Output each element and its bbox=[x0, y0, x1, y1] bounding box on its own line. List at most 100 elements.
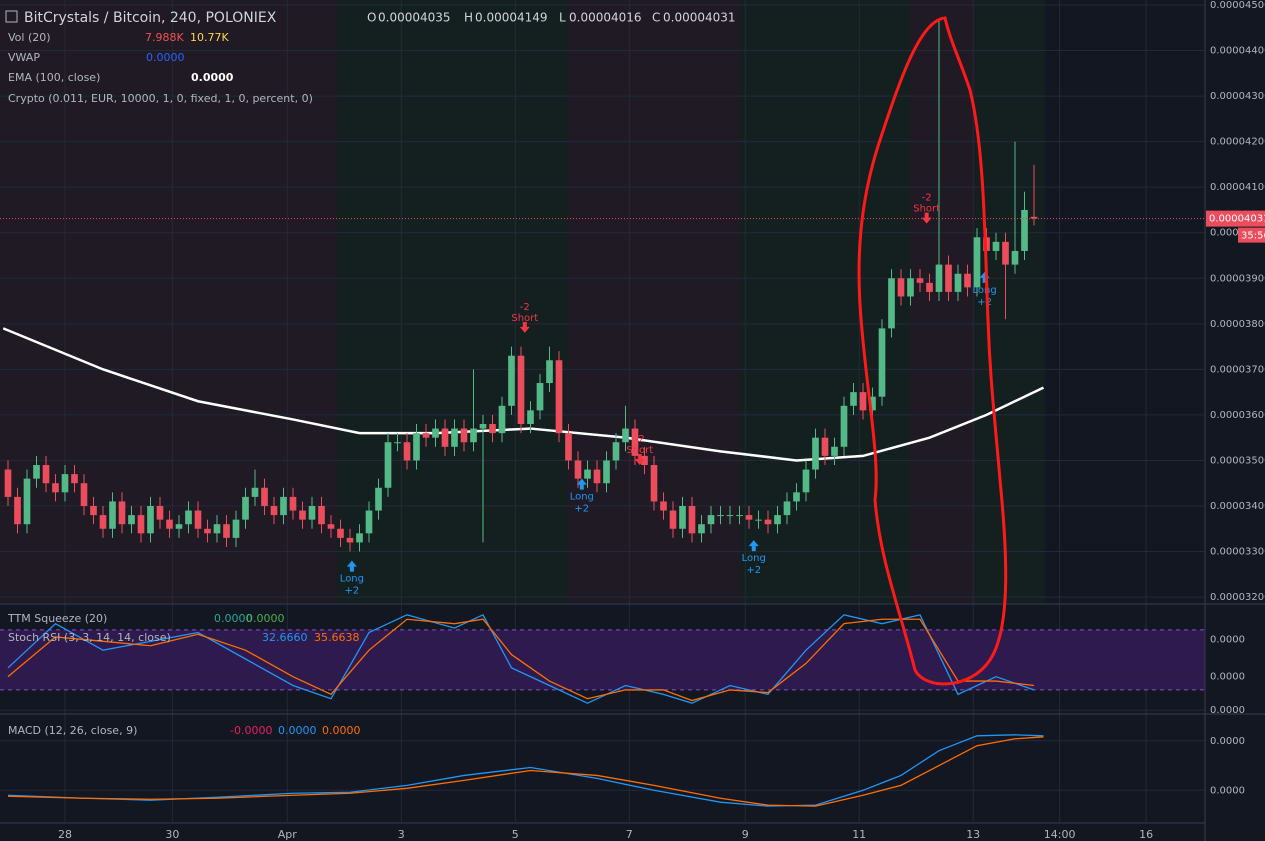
hand-drawn-highlight bbox=[857, 16, 1008, 686]
indicator-name: Crypto (0.011, EUR, 10000, 1, 0, fixed, … bbox=[8, 92, 313, 105]
candle-body bbox=[717, 515, 724, 517]
ohlc-key: H bbox=[464, 11, 473, 25]
y-tick-label: 0.00003600 bbox=[1210, 410, 1265, 421]
candle-body bbox=[137, 515, 145, 534]
signal-label: +2 bbox=[345, 586, 360, 597]
candle-body bbox=[175, 524, 183, 529]
candle-body bbox=[603, 460, 610, 484]
macd-pane: 0.0000 0.0000 bbox=[0, 734, 1245, 807]
candle-body bbox=[859, 392, 867, 411]
candle-body bbox=[394, 442, 401, 444]
candle-body bbox=[470, 428, 477, 443]
band bbox=[910, 0, 975, 603]
y-tick-label: 0.0000 bbox=[1210, 785, 1245, 796]
indicator-name: EMA (100, close) bbox=[8, 71, 100, 84]
signal-label: Long bbox=[742, 553, 766, 564]
candle-body bbox=[821, 437, 829, 456]
candle-body bbox=[384, 442, 392, 488]
indicator-value: 10.77K bbox=[190, 31, 229, 44]
candle-body bbox=[812, 437, 819, 470]
time-axis: 28 30 Apr 3 5 7 9 11 13 14:00 16 bbox=[58, 828, 1153, 841]
candle-body bbox=[61, 474, 69, 493]
candle-body bbox=[422, 433, 430, 438]
candle-body bbox=[622, 428, 629, 443]
long-arrow bbox=[979, 271, 990, 283]
candle-body bbox=[14, 496, 21, 525]
candle-body bbox=[755, 519, 762, 521]
candle-body bbox=[223, 524, 230, 538]
ohlc-value: 0.00004016 bbox=[569, 11, 642, 25]
long-arrow bbox=[576, 478, 587, 490]
y-tick-label: 0.00004000 bbox=[1210, 228, 1265, 239]
candle-body bbox=[527, 410, 534, 425]
candle-body bbox=[308, 505, 316, 520]
candle-body bbox=[945, 264, 952, 292]
y-tick-label: 0.00003400 bbox=[1210, 501, 1265, 512]
candle-body bbox=[337, 528, 344, 538]
indicator-line bbox=[7, 736, 1044, 807]
indicator-value: 0.0000 bbox=[146, 51, 185, 64]
ohlc-value: 0.00004035 bbox=[378, 11, 451, 25]
candle-body bbox=[71, 474, 78, 484]
candle-body bbox=[403, 442, 411, 461]
collapse-icon[interactable] bbox=[5, 10, 18, 23]
candle-body bbox=[166, 519, 173, 529]
candle-body bbox=[118, 501, 126, 525]
x-tick-label: 9 bbox=[742, 828, 749, 841]
signal-label: +2 bbox=[574, 504, 589, 515]
candle-body bbox=[935, 264, 943, 292]
band bbox=[567, 0, 740, 603]
x-tick-label: Apr bbox=[278, 828, 298, 841]
countdown: 35:56 bbox=[1241, 231, 1265, 242]
candle-body bbox=[688, 505, 696, 534]
candle-body bbox=[707, 515, 715, 525]
candle-body bbox=[802, 469, 810, 493]
candle-body bbox=[669, 510, 677, 529]
candle-body bbox=[888, 278, 895, 329]
indicator-value: 0.0000 bbox=[322, 724, 361, 737]
candle-body bbox=[508, 355, 515, 406]
indicator-name: TTM Squeeze (20) bbox=[7, 612, 107, 625]
band bbox=[740, 0, 910, 603]
candle-body bbox=[90, 505, 97, 516]
candle-body bbox=[736, 515, 743, 517]
indicator-value: 0.0000 bbox=[246, 612, 285, 625]
candle-body bbox=[99, 515, 107, 529]
candle-body bbox=[441, 428, 449, 447]
candle-body bbox=[631, 428, 639, 456]
candle-body bbox=[840, 405, 848, 447]
candle-body bbox=[365, 510, 373, 534]
session-bands bbox=[0, 0, 975, 603]
candle-body bbox=[375, 487, 382, 511]
x-tick-label: 5 bbox=[512, 828, 519, 841]
signal-label: Short bbox=[913, 204, 940, 215]
y-tick-label: 0.00003900 bbox=[1210, 273, 1265, 284]
candle-body bbox=[745, 515, 753, 520]
candle-body bbox=[764, 519, 772, 525]
x-tick-label: 16 bbox=[1139, 828, 1153, 841]
indicator-name: Stoch RSI (3, 3, 14, 14, close) bbox=[8, 631, 171, 644]
candle-body bbox=[346, 537, 354, 543]
candle-body bbox=[878, 328, 886, 397]
signal-label: Long bbox=[340, 574, 364, 585]
candle-body bbox=[4, 469, 12, 497]
long-arrow bbox=[346, 560, 357, 572]
candle-body bbox=[612, 442, 620, 461]
candle-body bbox=[726, 515, 734, 517]
x-tick-label: 14:00 bbox=[1044, 828, 1076, 841]
y-tick-label: 0.00004200 bbox=[1210, 137, 1265, 148]
x-tick-label: 30 bbox=[165, 828, 179, 841]
candle-body bbox=[318, 505, 325, 525]
y-tick-label: 0.00004400 bbox=[1210, 46, 1265, 57]
y-tick-label: 0.00003200 bbox=[1210, 592, 1265, 603]
candle-body bbox=[584, 469, 591, 479]
short-arrow bbox=[519, 321, 530, 333]
candle-body bbox=[650, 465, 658, 502]
candle-body bbox=[698, 524, 705, 534]
candle-body bbox=[679, 505, 686, 529]
y-tick-label: 0.0000 bbox=[1210, 736, 1245, 747]
candle-body bbox=[565, 433, 572, 461]
last-price-box bbox=[1206, 210, 1265, 227]
indicator-value: -0.0000 bbox=[230, 724, 272, 737]
candle-body bbox=[23, 478, 31, 525]
